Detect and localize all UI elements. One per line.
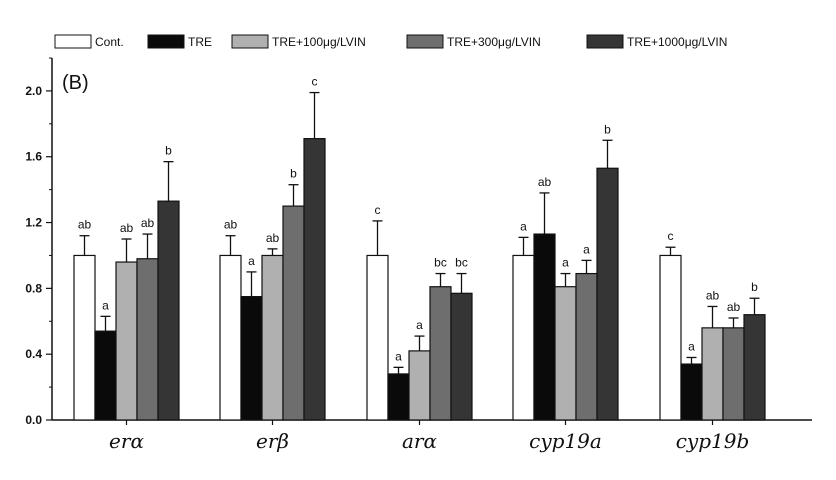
significance-label: b (290, 167, 297, 181)
bar (512, 254, 535, 421)
significance-label: b (165, 144, 172, 158)
bar (240, 295, 263, 421)
significance-label: ab (120, 221, 134, 235)
y-tick-label: 1.6 (25, 150, 42, 164)
y-tick-label: 0.4 (25, 347, 42, 361)
significance-label: a (395, 349, 402, 363)
significance-label: ab (266, 231, 280, 245)
bar (429, 286, 452, 421)
bar (115, 261, 138, 421)
legend-label: TRE+1000μg/LVIN (627, 35, 727, 49)
y-tick-label: 1.2 (25, 216, 42, 230)
significance-label: b (604, 122, 611, 136)
significance-label: ab (141, 216, 155, 230)
bar (261, 254, 284, 421)
bar (136, 258, 159, 421)
bar (157, 200, 180, 421)
significance-label: ab (538, 175, 552, 189)
significance-label: c (668, 229, 674, 243)
bar (73, 254, 96, 421)
x-tick-label: erβ (256, 429, 289, 453)
significance-label: ab (727, 300, 741, 314)
bar (680, 363, 703, 421)
panel-label: (B) (62, 72, 89, 94)
bar (596, 167, 619, 421)
bar (303, 138, 326, 421)
significance-label: b (751, 280, 758, 294)
significance-label: bc (434, 256, 447, 270)
legend-swatch (147, 34, 185, 49)
x-tick-labels: erα erβ arα cyp19a cyp19b (109, 420, 749, 453)
bar (701, 327, 724, 421)
legend-label: Cont. (95, 35, 124, 49)
legend-label: TRE+100μg/LVIN (272, 35, 366, 49)
y-tick-label: 2.0 (25, 84, 42, 98)
legend-label: TRE (188, 35, 212, 49)
x-tick-label: cyp19a (529, 429, 602, 453)
x-tick-label: cyp19b (676, 429, 750, 453)
y-ticks: 0.0 0.4 0.8 1.2 1.6 2.0 (25, 57, 52, 427)
legend-label: TRE+300μg/LVIN (447, 35, 541, 49)
y-tick-label: 0.0 (25, 413, 42, 427)
bar (366, 254, 389, 421)
bar (219, 254, 242, 421)
legend-swatch (54, 34, 92, 49)
x-tick-label: arα (402, 429, 437, 453)
significance-label: ab (224, 218, 238, 232)
legend-swatch (231, 34, 269, 49)
significance-label: bc (455, 256, 468, 270)
legend-swatch (406, 34, 444, 49)
legend: Cont. TRE TRE+100μg/LVIN TRE+300μg/LVIN TRE+… (54, 34, 727, 49)
bar (554, 286, 577, 421)
bar (94, 330, 117, 421)
significance-label: a (562, 256, 569, 270)
significance-label: a (688, 339, 695, 353)
x-tick-label: erα (109, 429, 144, 453)
bar (408, 350, 431, 421)
bar (575, 272, 598, 421)
significance-label: a (583, 242, 590, 256)
significance-label: a (520, 219, 527, 233)
significance-label: c (375, 203, 381, 217)
significance-label: c (312, 75, 318, 89)
significance-label: a (102, 298, 109, 312)
legend-swatch (586, 34, 624, 49)
bar (659, 254, 682, 421)
significance-label: ab (706, 288, 720, 302)
bar (282, 205, 305, 421)
significance-label: a (248, 254, 255, 268)
bar (722, 327, 745, 421)
bar (743, 314, 766, 421)
significance-label: ab (78, 218, 92, 232)
bar (450, 292, 473, 421)
bar (533, 233, 556, 421)
bar (387, 373, 410, 421)
significance-label: a (416, 318, 423, 332)
y-tick-label: 0.8 (25, 281, 42, 295)
